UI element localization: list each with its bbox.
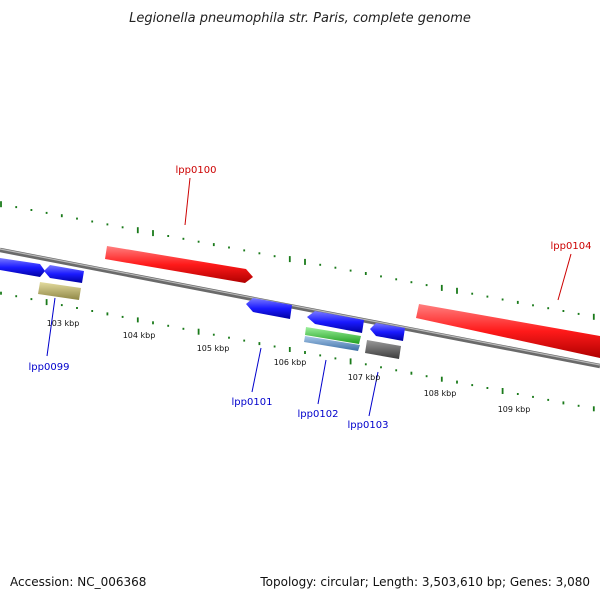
gene-lpp0098-arrow[interactable] — [0, 258, 45, 277]
feature-green-block[interactable] — [305, 327, 361, 344]
leader-lpp0101 — [251, 347, 262, 393]
genome-summary-text: Topology: circular; Length: 3,503,610 bp… — [259, 575, 590, 589]
gene-lpp0102-arrow[interactable] — [307, 311, 364, 333]
gene-lpp0103-arrow[interactable] — [370, 323, 405, 341]
gene-label-lpp0101[interactable]: lpp0101 — [232, 397, 273, 408]
ruler-label-108: 108 kbp — [424, 389, 457, 398]
leader-lpp0100 — [184, 177, 191, 226]
ruler-label-107: 107 kbp — [348, 373, 381, 382]
gene-lpp0101-arrow[interactable] — [246, 298, 292, 319]
gene-label-lpp0104[interactable]: lpp0104 — [551, 241, 592, 252]
gene-label-lpp0099[interactable]: lpp0099 — [29, 362, 70, 373]
gene-lpp0099-arrow[interactable] — [44, 265, 84, 283]
genome-backbone-highlight — [0, 248, 600, 366]
leader-lpp0103 — [368, 371, 379, 417]
ruler-label-105: 105 kbp — [197, 344, 230, 353]
gc-ticks-lower — [0, 291, 595, 412]
gene-label-lpp0102[interactable]: lpp0102 — [298, 409, 339, 420]
feature-khaki-block[interactable] — [38, 282, 81, 300]
gene-lpp0100-arrow[interactable] — [105, 246, 253, 283]
feature-gray-block[interactable] — [365, 340, 401, 359]
leader-lpp0099 — [46, 297, 56, 357]
gene-label-lpp0103[interactable]: lpp0103 — [348, 420, 389, 431]
genome-backbone — [0, 247, 600, 369]
ruler-label-106: 106 kbp — [274, 358, 307, 367]
accession-text: Accession: NC_006368 — [10, 575, 146, 589]
ruler-label-103: 103 kbp — [47, 319, 80, 328]
ruler-label-104: 104 kbp — [123, 331, 156, 340]
gene-label-lpp0100[interactable]: lpp0100 — [176, 165, 217, 176]
leader-lpp0104 — [557, 253, 572, 301]
gc-ticks-upper — [0, 201, 595, 320]
feature-steelblue-block[interactable] — [304, 336, 360, 351]
gene-lpp0104-arrow[interactable] — [416, 304, 600, 358]
ruler-label-109: 109 kbp — [498, 405, 531, 414]
map-title: Legionella pneumophila str. Paris, compl… — [129, 11, 471, 26]
leader-lpp0102 — [317, 359, 327, 405]
